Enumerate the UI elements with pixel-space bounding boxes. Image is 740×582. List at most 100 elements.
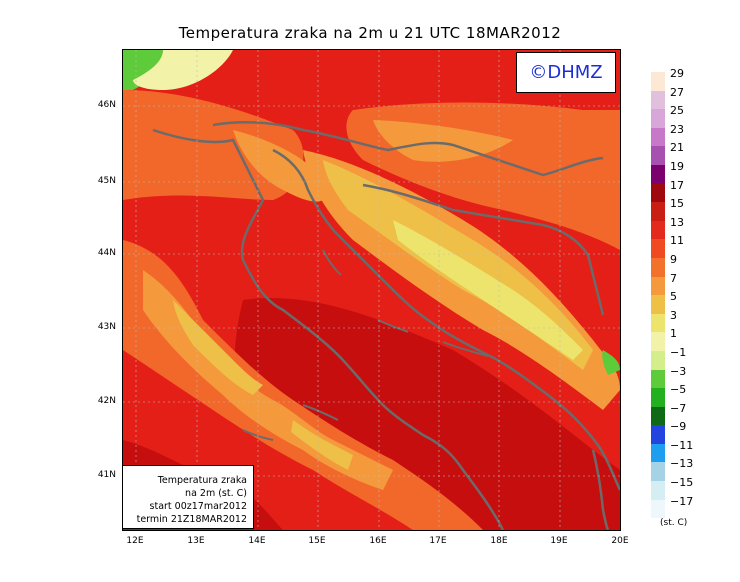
legend-label: 21 xyxy=(670,141,684,155)
po-valley-temperature xyxy=(123,90,304,200)
legend-swatch xyxy=(651,425,665,444)
island xyxy=(302,404,339,421)
legend-label: −17 xyxy=(670,494,694,508)
legend-row: 27 xyxy=(651,86,711,110)
legend-row: 13 xyxy=(651,216,711,240)
italy-land-temperature xyxy=(123,240,483,530)
legend-label: −11 xyxy=(670,438,694,452)
lat-label: 45N xyxy=(97,176,116,186)
sea-warm-core xyxy=(234,298,620,530)
legend-row: 1 xyxy=(651,327,711,351)
info-line: start 00z17mar2012 xyxy=(149,501,247,512)
legend-row: −11 xyxy=(651,439,711,463)
dhmz-logo: ©DHMZ xyxy=(516,52,616,93)
island xyxy=(377,319,409,333)
legend-swatch xyxy=(651,276,665,296)
legend-swatch xyxy=(651,90,665,110)
legend-row: 5 xyxy=(651,290,711,314)
legend-unit: (st. C) xyxy=(660,518,688,528)
lat-label: 46N xyxy=(97,100,116,110)
legend-swatch xyxy=(651,183,665,203)
lat-label: 43N xyxy=(97,322,116,332)
legend-label: 25 xyxy=(670,104,684,118)
legend-row: 17 xyxy=(651,179,711,203)
legend-row: 3 xyxy=(651,309,711,333)
legend-row: −15 xyxy=(651,476,711,500)
legend-swatch xyxy=(651,388,665,407)
info-box: Temperatura zraka na 2m (st. C) start 00… xyxy=(122,465,254,529)
legend-label: 27 xyxy=(670,85,684,99)
legend-label: −13 xyxy=(670,457,694,471)
bih-border xyxy=(362,183,605,316)
italy-apennine-temperature xyxy=(173,300,263,395)
east-cold-temperature xyxy=(602,350,620,375)
legend-label: 13 xyxy=(670,215,684,229)
lon-label: 15E xyxy=(308,536,326,546)
legend-label: 9 xyxy=(670,252,677,266)
legend-swatch xyxy=(651,164,665,184)
legend-label: 19 xyxy=(670,159,684,173)
legend-label: 3 xyxy=(670,308,677,322)
legend-label: −15 xyxy=(670,476,694,490)
legend-row: −7 xyxy=(651,402,711,426)
legend-swatch xyxy=(651,499,665,519)
lon-label: 12E xyxy=(126,536,144,546)
lon-label: 14E xyxy=(248,536,266,546)
legend-label: −3 xyxy=(670,364,687,378)
legend-row: 15 xyxy=(651,197,711,221)
croatia-coastline xyxy=(272,148,620,491)
istria-temperature xyxy=(233,130,333,202)
italy-hills-temperature xyxy=(143,270,393,490)
legend-label: −1 xyxy=(670,345,687,359)
legend-swatch xyxy=(651,443,665,463)
legend-label: 5 xyxy=(670,290,677,304)
legend-label: 29 xyxy=(670,67,684,80)
map-field xyxy=(123,50,620,530)
lon-label: 13E xyxy=(187,536,205,546)
legend-label: −5 xyxy=(670,383,687,397)
lat-label: 42N xyxy=(97,396,116,406)
legend-label: −9 xyxy=(670,420,687,434)
lon-label: 20E xyxy=(611,536,629,546)
info-line: na 2m (st. C) xyxy=(185,488,247,499)
legend-row: 19 xyxy=(651,160,711,184)
legend-swatch xyxy=(651,109,665,128)
italy-coastline xyxy=(152,128,505,530)
legend-swatch xyxy=(651,295,665,314)
legend-row: 21 xyxy=(651,141,711,165)
legend-row: −3 xyxy=(651,365,711,389)
map-gridlines xyxy=(123,50,620,530)
lat-label: 41N xyxy=(97,470,116,480)
legend-swatch xyxy=(651,146,665,165)
legend-label: 7 xyxy=(670,271,677,285)
legend-swatch xyxy=(651,127,665,147)
lon-label: 18E xyxy=(490,536,508,546)
legend-swatch xyxy=(651,72,665,91)
legend-row: −9 xyxy=(651,420,711,444)
island xyxy=(442,341,489,357)
alps-pale-temperature xyxy=(133,50,233,90)
legend-row: 25 xyxy=(651,104,711,128)
legend-row: −17 xyxy=(651,495,711,519)
lat-label: 44N xyxy=(97,248,116,258)
legend-swatch xyxy=(651,481,665,500)
legend-row: 7 xyxy=(651,272,711,296)
lon-label: 17E xyxy=(429,536,447,546)
legend-label: −7 xyxy=(670,401,687,415)
legend-swatch xyxy=(651,406,665,426)
legend-swatch xyxy=(651,257,665,277)
legend-row: 11 xyxy=(651,234,711,258)
temperature-map[interactable] xyxy=(122,49,621,531)
legend-swatch xyxy=(651,202,665,221)
legend-row: 23 xyxy=(651,123,711,147)
legend-swatch xyxy=(651,313,665,333)
map-title: Temperatura zraka na 2m u 21 UTC 18MAR20… xyxy=(178,24,562,42)
legend-swatch xyxy=(651,369,665,389)
albania-coastline xyxy=(591,449,610,530)
legend-label: 11 xyxy=(670,234,684,248)
dinaric-band-cold xyxy=(393,220,583,360)
lon-label: 19E xyxy=(550,536,568,546)
legend-row: −5 xyxy=(651,383,711,407)
legend-row: 29 xyxy=(651,67,711,91)
legend-swatch xyxy=(651,332,665,351)
